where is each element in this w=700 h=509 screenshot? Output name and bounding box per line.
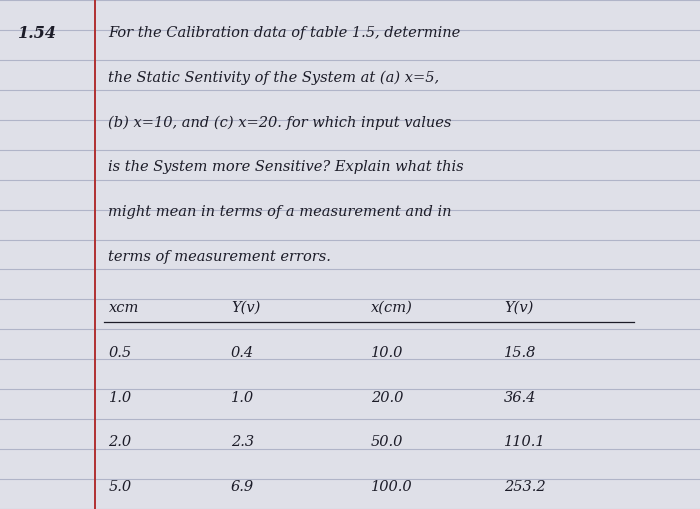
Text: 6.9: 6.9 [231, 480, 254, 494]
Text: 100.0: 100.0 [371, 480, 412, 494]
Text: 10.0: 10.0 [371, 346, 403, 360]
Text: 2.3: 2.3 [231, 435, 254, 449]
Text: 110.1: 110.1 [504, 435, 545, 449]
Text: 253.2: 253.2 [504, 480, 545, 494]
Text: 36.4: 36.4 [504, 390, 536, 405]
Text: 2.0: 2.0 [108, 435, 132, 449]
Text: 1.0: 1.0 [231, 390, 254, 405]
Text: For the Calibration data of table 1.5, determine: For the Calibration data of table 1.5, d… [108, 26, 461, 40]
Text: the Static Sentivity of the System at (a) x=5,: the Static Sentivity of the System at (a… [108, 71, 440, 85]
Text: Y(v): Y(v) [231, 301, 260, 315]
Text: is the System more Sensitive? Explain what this: is the System more Sensitive? Explain wh… [108, 160, 464, 175]
Text: terms of measurement errors.: terms of measurement errors. [108, 250, 331, 264]
Text: 5.0: 5.0 [108, 480, 132, 494]
Text: 1.0: 1.0 [108, 390, 132, 405]
Text: 0.4: 0.4 [231, 346, 254, 360]
Text: x(cm): x(cm) [371, 301, 413, 315]
Text: xcm: xcm [108, 301, 139, 315]
Text: might mean in terms of a measurement and in: might mean in terms of a measurement and… [108, 205, 452, 219]
Text: 1.54: 1.54 [18, 24, 57, 42]
Text: 20.0: 20.0 [371, 390, 403, 405]
Text: 50.0: 50.0 [371, 435, 403, 449]
Text: 0.5: 0.5 [108, 346, 132, 360]
Text: 15.8: 15.8 [504, 346, 536, 360]
Text: Y(v): Y(v) [504, 301, 533, 315]
Text: (b) x=10, and (c) x=20. for which input values: (b) x=10, and (c) x=20. for which input … [108, 116, 452, 130]
